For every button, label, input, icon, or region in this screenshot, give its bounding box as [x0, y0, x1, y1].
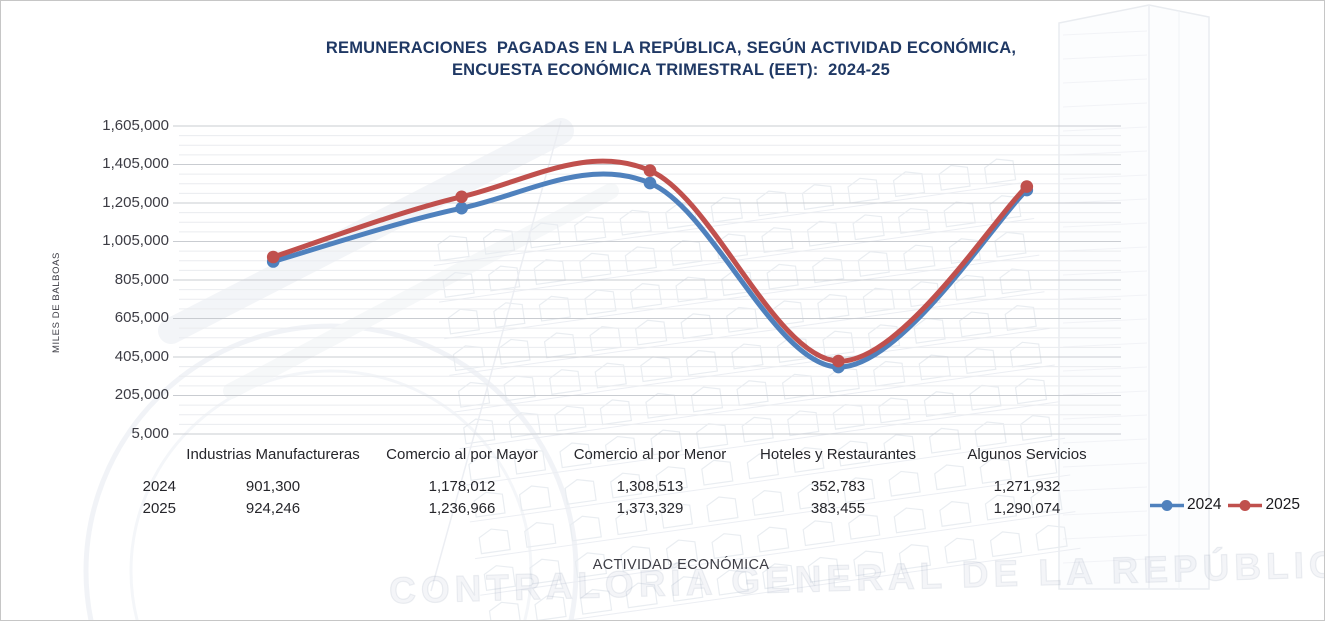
- series-line-2025: [270, 158, 1030, 364]
- table-value-2024: 1,271,932: [993, 478, 1061, 495]
- y-tick-label: 5,000: [131, 425, 169, 442]
- x-axis-title: ACTIVIDAD ECONÓMICA: [592, 557, 770, 573]
- data-point-2025: [832, 354, 845, 368]
- table-value-2025: 1,373,329: [616, 500, 684, 517]
- table-value-2025: 1,290,074: [993, 500, 1061, 517]
- legend-line-marker-icon: [1150, 499, 1184, 511]
- data-point-2025: [455, 190, 468, 204]
- chart-title-line1: REMUNERACIONES PAGADAS EN LA REPÚBLICA, …: [325, 39, 1017, 57]
- y-tick-label: 205,000: [114, 386, 169, 403]
- legend-item-2024: 2024: [1149, 496, 1221, 514]
- data-point-2025: [1020, 180, 1034, 193]
- category-label: Hoteles y Restaurantes: [760, 445, 916, 463]
- watermark-slab-edge: [430, 120, 562, 592]
- legend-item-2025: 2025: [1227, 496, 1300, 514]
- legend-label: 2024: [1187, 496, 1222, 513]
- chart-legend: 2024 2025: [1149, 496, 1300, 514]
- table-value-2024: 1,178,012: [428, 478, 496, 495]
- category-label: Comercio al por Menor: [573, 445, 727, 463]
- watermark-circle: [129, 369, 533, 620]
- legend-line-marker-icon: [1228, 499, 1263, 511]
- y-tick-label: 1,205,000: [102, 194, 169, 211]
- table-value-2024: 901,300: [245, 478, 301, 495]
- category-label: Comercio al por Mayor: [386, 445, 538, 463]
- table-row-label-2025: 2025: [142, 500, 176, 517]
- series-line-2024: [270, 171, 1030, 370]
- category-label: Industrias Manufactureras: [186, 445, 360, 463]
- data-point-2024: [643, 176, 657, 190]
- table-value-2025: 1,236,966: [428, 500, 496, 517]
- watermark-circle: [83, 323, 579, 620]
- y-tick-label: 605,000: [114, 309, 169, 326]
- data-point-2025: [643, 164, 657, 177]
- y-tick-label: 1,405,000: [102, 155, 169, 172]
- watermark-floors: [433, 158, 1081, 620]
- data-point-2025: [266, 250, 280, 264]
- chart-title: REMUNERACIONES PAGADAS EN LA REPÚBLICA, …: [171, 37, 1171, 81]
- gridlines: [173, 125, 1121, 435]
- table-value-2025: 924,246: [245, 500, 301, 517]
- category-label: Algunos Servicios: [967, 445, 1087, 463]
- y-tick-label: 805,000: [114, 271, 169, 288]
- y-tick-label: 1,605,000: [102, 117, 169, 134]
- chart-title-line2: ENCUESTA ECONÓMICA TRIMESTRAL (EET): 202…: [451, 61, 891, 79]
- data-point-2024: [455, 201, 468, 215]
- legend-label: 2025: [1265, 496, 1300, 513]
- table-value-2025: 383,455: [810, 500, 866, 517]
- table-value-2024: 1,308,513: [616, 478, 684, 495]
- table-value-2024: 352,783: [810, 478, 866, 495]
- y-tick-label: 405,000: [114, 348, 169, 365]
- table-row-label-2024: 2024: [142, 478, 176, 495]
- watermark-tower: [1058, 4, 1210, 590]
- y-tick-label: 1,005,000: [102, 232, 169, 249]
